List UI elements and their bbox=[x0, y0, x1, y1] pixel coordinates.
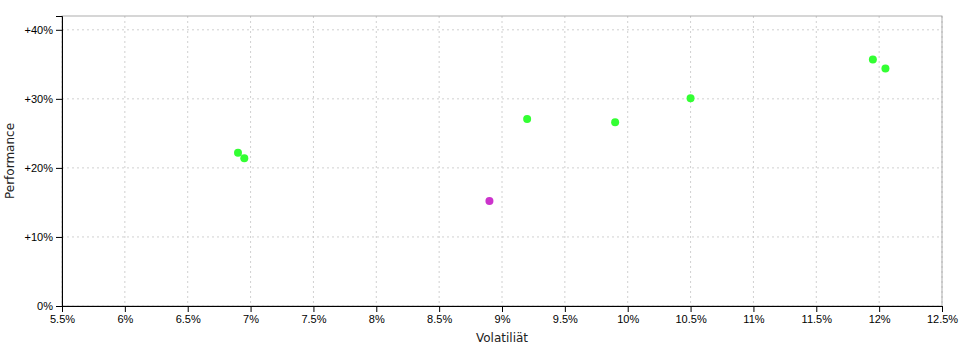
tick-label: 11% bbox=[743, 313, 764, 325]
tick-mark bbox=[56, 306, 62, 307]
tick-label: 12% bbox=[869, 313, 891, 325]
tick-mark bbox=[565, 306, 566, 312]
grid-line-y bbox=[62, 236, 942, 237]
grid-line-x bbox=[502, 16, 503, 306]
plot: 5.5% 6% 6.5% 7% 7.5% 8% 8.5% 9% 9.5% 10% 10.5% 11% 1… bbox=[25, 16, 959, 325]
tick-mark bbox=[56, 168, 62, 169]
tick-label: 11.5% bbox=[802, 313, 833, 325]
grid-line-x bbox=[879, 16, 880, 306]
grid-line-x bbox=[187, 16, 188, 306]
tick-label: 9% bbox=[495, 313, 511, 325]
tick-mark bbox=[188, 306, 189, 312]
tick: 7.5% bbox=[301, 306, 326, 325]
tick-mark bbox=[56, 99, 62, 100]
tick: 12% bbox=[869, 306, 891, 325]
series bbox=[234, 56, 889, 163]
tick-mark bbox=[56, 237, 62, 238]
tick: 6.5% bbox=[176, 306, 201, 325]
tick-label: 8% bbox=[369, 313, 385, 325]
x-axis-title: Volatiliät bbox=[476, 331, 528, 345]
plot-frame bbox=[62, 16, 942, 306]
tick: 0% bbox=[37, 300, 62, 312]
tick-label: +40% bbox=[25, 24, 54, 36]
tick: 8.5% bbox=[427, 306, 452, 325]
tick: 10% bbox=[617, 306, 639, 325]
points bbox=[234, 56, 889, 206]
tick-mark bbox=[439, 306, 440, 312]
tick-label: 6.5% bbox=[176, 313, 201, 325]
grid bbox=[62, 16, 942, 306]
tick-label: 10% bbox=[617, 313, 639, 325]
grid-line-x bbox=[627, 16, 628, 306]
point bbox=[687, 94, 695, 102]
tick-label: 6% bbox=[117, 313, 133, 325]
grid-line-x bbox=[753, 16, 754, 306]
tick: 12.5% bbox=[927, 306, 958, 325]
tick-label: 7.5% bbox=[301, 313, 326, 325]
tick-mark bbox=[56, 30, 62, 31]
point bbox=[485, 197, 493, 205]
grid-line-x bbox=[376, 16, 377, 306]
x-axis: 5.5% 6% 6.5% 7% 7.5% 8% 8.5% 9% 9.5% 10% 10.5% 11% 1… bbox=[50, 306, 958, 325]
tick: 7% bbox=[243, 306, 259, 325]
tick: 8% bbox=[369, 306, 385, 325]
tick-label: 0% bbox=[37, 300, 53, 312]
tick-label: 9.5% bbox=[553, 313, 578, 325]
tick: 11% bbox=[743, 306, 764, 325]
point bbox=[611, 118, 619, 126]
tick: +10% bbox=[25, 231, 62, 243]
chart: 5.5% 6% 6.5% 7% 7.5% 8% 8.5% 9% 9.5% 10% 10.5% 11% 1… bbox=[0, 0, 966, 350]
tick-mark bbox=[125, 306, 126, 312]
tick-mark bbox=[376, 306, 377, 312]
tick: 9.5% bbox=[553, 306, 578, 325]
grid-line-x bbox=[313, 16, 314, 306]
point bbox=[240, 154, 248, 162]
tick-mark bbox=[816, 306, 817, 312]
tick-label: 8.5% bbox=[427, 313, 452, 325]
grid-line-y bbox=[62, 167, 942, 168]
tick: +40% bbox=[25, 24, 62, 36]
grid-line-x bbox=[124, 16, 125, 306]
tick: 9% bbox=[495, 306, 511, 325]
tick-mark bbox=[691, 306, 692, 312]
tick-mark bbox=[753, 306, 754, 312]
axis-line bbox=[63, 307, 943, 313]
point bbox=[869, 56, 877, 64]
tick: 11.5% bbox=[802, 306, 833, 325]
tick-label: +20% bbox=[25, 162, 54, 174]
tick: 5.5% bbox=[50, 306, 75, 325]
point bbox=[881, 64, 889, 72]
tick: +20% bbox=[25, 162, 62, 174]
tick-mark bbox=[251, 306, 252, 312]
tick-mark bbox=[313, 306, 314, 312]
tick: 10.5% bbox=[675, 306, 706, 325]
grid-line-y bbox=[62, 98, 942, 99]
y-axis-title: Performance bbox=[3, 123, 17, 199]
tick-label: +10% bbox=[25, 231, 54, 243]
tick-label: 12.5% bbox=[927, 313, 958, 325]
series bbox=[485, 197, 493, 205]
tick-label: +30% bbox=[25, 93, 54, 105]
tick-mark bbox=[502, 306, 503, 312]
grid-line-x bbox=[816, 16, 817, 306]
tick-mark bbox=[628, 306, 629, 312]
tick-label: 5.5% bbox=[50, 313, 75, 325]
axis-line bbox=[56, 17, 63, 307]
y-axis: 0% +10% +20% +30% +40% bbox=[25, 17, 63, 313]
tick-label: 10.5% bbox=[675, 313, 706, 325]
tick-label: 7% bbox=[243, 313, 259, 325]
point bbox=[523, 115, 531, 123]
grid-line-x bbox=[564, 16, 565, 306]
grid-line-x bbox=[250, 16, 251, 306]
tick: +30% bbox=[25, 93, 62, 105]
grid-line-y bbox=[62, 29, 942, 30]
grid-line-x bbox=[439, 16, 440, 306]
tick: 6% bbox=[117, 306, 133, 325]
grid-line-x bbox=[690, 16, 691, 306]
tick-mark bbox=[879, 306, 880, 312]
point bbox=[234, 149, 242, 157]
tick-mark bbox=[942, 306, 943, 312]
